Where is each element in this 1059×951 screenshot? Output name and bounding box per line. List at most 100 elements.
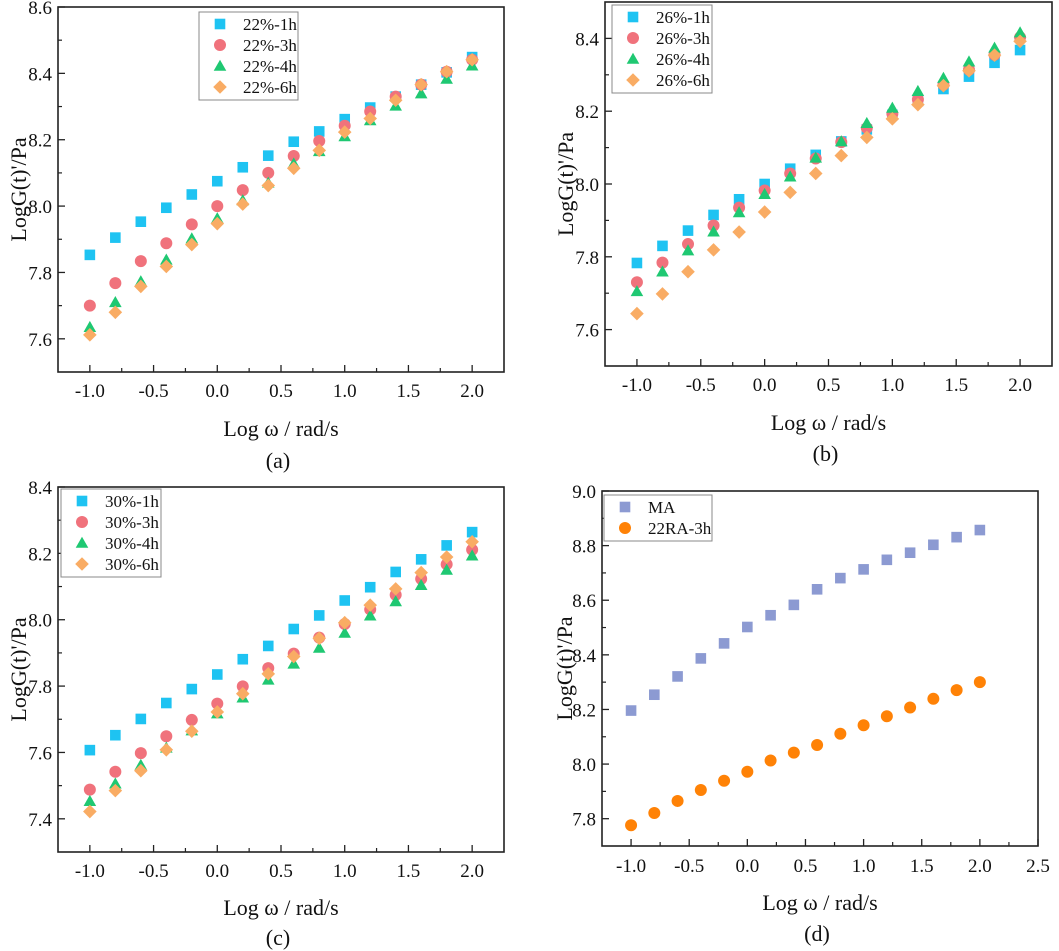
data-point	[110, 232, 121, 243]
data-point	[656, 265, 669, 277]
legend-label: 22%-3h	[243, 36, 297, 55]
data-point	[108, 305, 123, 320]
data-point	[466, 526, 478, 538]
data-point	[630, 285, 644, 297]
data-point	[630, 276, 643, 289]
legend-label: 22%-6h	[243, 78, 297, 97]
data-point	[742, 621, 753, 633]
y-tick-label: 7.6	[28, 330, 52, 351]
data-point	[987, 48, 1002, 62]
data-point	[236, 184, 249, 197]
data-point	[904, 701, 917, 714]
y-tick-label: 8.0	[28, 197, 52, 218]
series-30%-3h	[83, 543, 479, 796]
y-tick-label: 7.8	[572, 810, 596, 831]
data-point	[788, 599, 800, 611]
data-point	[83, 299, 96, 312]
data-point	[185, 724, 199, 739]
data-point	[84, 744, 96, 756]
y-tick-label: 7.8	[28, 677, 52, 698]
legend-marker-diamond-icon	[626, 73, 640, 87]
data-point	[718, 638, 730, 649]
x-tick-label: 0.0	[735, 856, 759, 877]
data-point	[83, 783, 96, 796]
data-point	[414, 565, 428, 580]
data-point	[186, 189, 198, 200]
data-point	[759, 178, 770, 190]
data-point	[185, 237, 199, 252]
data-point	[656, 256, 669, 269]
y-tick-label: 8.4	[575, 29, 599, 50]
series-26%-6h	[630, 34, 1027, 321]
x-tick-label: 1.0	[333, 381, 357, 402]
x-tick-label: 0.5	[269, 381, 293, 402]
y-tick-label: 8.4	[572, 646, 596, 667]
x-axis-label: Log ω / rad/s	[762, 890, 877, 915]
data-point	[186, 683, 198, 695]
legend-marker-circle-icon	[214, 39, 226, 51]
x-tick-label: 1.0	[333, 861, 357, 882]
data-point	[885, 112, 900, 126]
data-point	[911, 84, 925, 96]
data-point	[414, 87, 428, 99]
data-point	[834, 727, 847, 740]
data-point	[210, 216, 225, 231]
data-point	[787, 746, 800, 759]
legend-marker-triangle-icon	[213, 59, 227, 71]
data-point	[860, 116, 874, 129]
y-axis-label: LogG(t)'/Pa	[552, 616, 577, 720]
x-tick-label: -0.5	[674, 856, 704, 877]
data-point	[988, 41, 1001, 53]
data-point	[134, 279, 148, 294]
y-tick-label: 7.4	[28, 810, 52, 831]
data-point	[134, 255, 147, 268]
data-point	[337, 615, 352, 630]
data-point	[937, 71, 950, 83]
data-point	[160, 237, 173, 250]
subplot-c: -1.0 -0.5 0.0 0.5 1.0 1.5 2.0 7.4 7.6 7.8 8.0 8.2 8.…	[6, 478, 505, 950]
data-point	[109, 277, 122, 290]
data-point	[962, 63, 976, 78]
data-point	[109, 296, 122, 308]
x-tick-label: 0.0	[205, 861, 229, 882]
data-point	[211, 175, 223, 187]
y-tick-label: 8.2	[575, 102, 599, 123]
y-tick-label: 9.0	[572, 482, 596, 503]
x-tick-label: -0.5	[686, 375, 716, 396]
y-tick-label: 8.6	[28, 0, 52, 19]
legend: 30%-1h 30%-3h 30%-4h 30%-6h	[60, 488, 162, 578]
x-tick-label: -1.0	[75, 381, 105, 402]
series-30%-1h	[84, 526, 478, 756]
data-point	[337, 125, 352, 139]
x-tick-label: 0.0	[753, 375, 777, 396]
data-point	[694, 784, 707, 797]
data-point	[237, 161, 249, 173]
x-tick-label: 1.5	[910, 856, 934, 877]
data-point	[950, 684, 963, 697]
data-point	[881, 554, 893, 566]
data-point	[440, 563, 453, 575]
data-point	[286, 649, 301, 664]
y-tick-label: 7.6	[28, 743, 52, 764]
data-point	[439, 550, 454, 564]
data-point	[783, 185, 797, 200]
data-point	[313, 610, 325, 621]
legend-label: 26%-4h	[656, 50, 710, 69]
data-point	[860, 130, 874, 145]
x-tick-label: 1.0	[880, 375, 904, 396]
series-MA	[625, 524, 986, 716]
y-tick-label: 8.4	[28, 478, 52, 499]
data-point	[682, 225, 694, 236]
data-point	[134, 747, 147, 760]
data-point	[811, 738, 824, 751]
x-tick-label: -1.0	[75, 861, 105, 882]
data-point	[927, 692, 940, 705]
data-point	[706, 243, 721, 257]
legend-label: 26%-3h	[656, 29, 710, 48]
data-point	[210, 705, 225, 719]
data-point	[886, 101, 899, 113]
data-point	[262, 150, 274, 161]
legend-label: 30%-6h	[105, 555, 159, 574]
data-point	[414, 578, 428, 591]
data-point	[951, 531, 962, 543]
